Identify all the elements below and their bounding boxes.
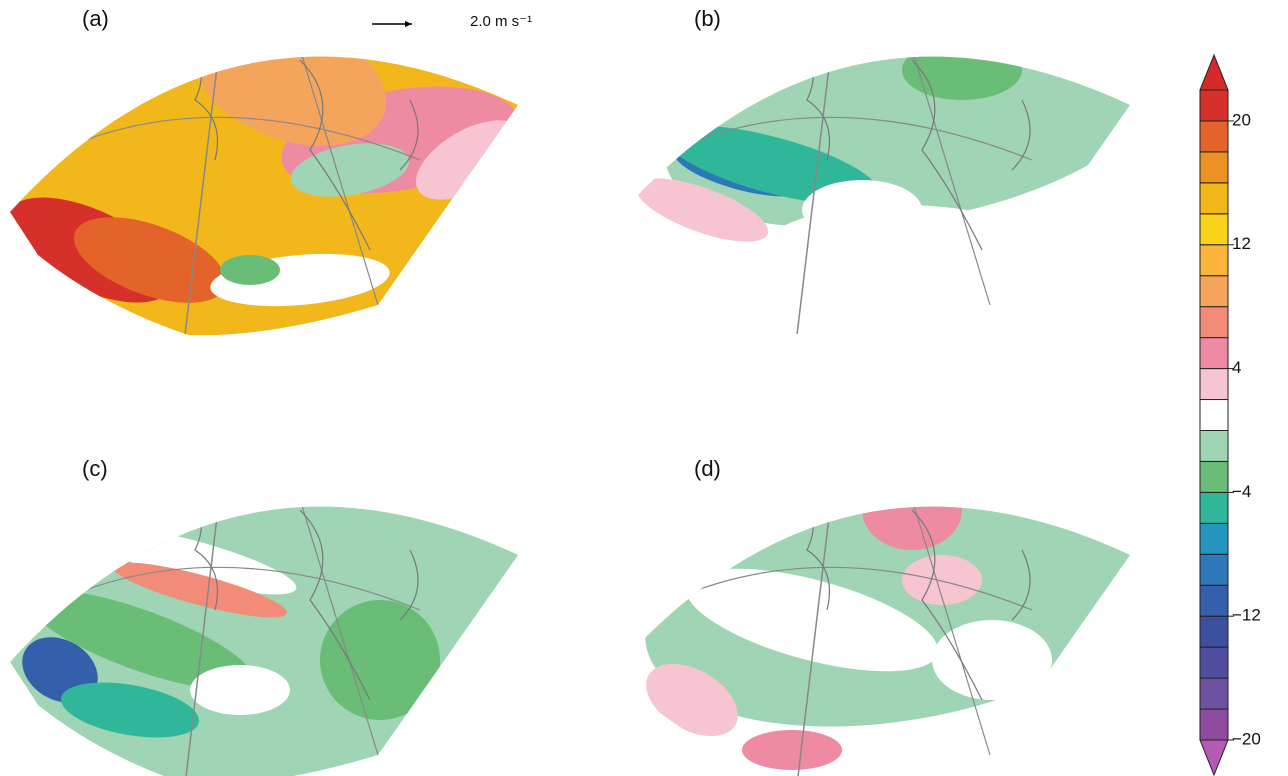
colorbar-extend-high xyxy=(1200,55,1228,90)
colorbar-tick-label: 12 xyxy=(1232,234,1251,253)
colorbar-segment xyxy=(1200,523,1228,554)
map-panel: (b) xyxy=(622,0,1176,335)
colorbar-segment xyxy=(1200,245,1228,276)
colorbar-tick-label: 4 xyxy=(1232,358,1241,377)
colorbar-tick-label: 20 xyxy=(1232,110,1251,129)
colorbar-segment xyxy=(1200,647,1228,678)
panel-label: (a) xyxy=(82,6,109,31)
map-field xyxy=(622,437,1179,776)
colorbar-segment xyxy=(1200,430,1228,461)
colorbar-segment xyxy=(1200,90,1228,121)
colorbar-segment xyxy=(1200,152,1228,183)
map-panels: (a) (b) (c) (d) xyxy=(0,0,1179,776)
colorbar-tick-label: −4 xyxy=(1232,482,1251,501)
reference-vector: 2.0 m s⁻¹ xyxy=(372,13,532,30)
colorbar-segment xyxy=(1200,307,1228,338)
map-panel: (d) xyxy=(622,437,1179,776)
colorbar-segment xyxy=(1200,585,1228,616)
colorbar-segment xyxy=(1200,554,1228,585)
figure: (a) (b) (c) (d) 2.0 m s⁻¹ −20 −12 −4 4 12 20 xyxy=(0,0,1288,776)
colorbar-segment xyxy=(1200,616,1228,647)
reference-arrow-head xyxy=(405,21,412,27)
colorbar-segment xyxy=(1200,400,1228,431)
colorbar-segment xyxy=(1200,121,1228,152)
map-panel: (a) xyxy=(0,0,537,335)
colorbar-segment xyxy=(1200,492,1228,523)
field-region xyxy=(802,180,922,240)
colorbar-extend-low xyxy=(1200,740,1228,775)
map-field xyxy=(0,450,550,776)
reference-label: 2.0 m s⁻¹ xyxy=(470,13,532,30)
colorbar: −20 −12 −4 4 12 20 xyxy=(1200,55,1261,775)
colorbar-tick-label: −20 xyxy=(1232,729,1261,748)
colorbar-segment xyxy=(1200,709,1228,740)
colorbar-segment xyxy=(1200,276,1228,307)
panel-label: (b) xyxy=(694,6,721,31)
colorbar-segment xyxy=(1200,678,1228,709)
map-panel: (c) xyxy=(0,450,550,776)
panel-label: (c) xyxy=(82,456,108,481)
field-region xyxy=(190,665,290,715)
colorbar-segment xyxy=(1200,338,1228,369)
map-field xyxy=(622,0,1176,335)
colorbar-segment xyxy=(1200,369,1228,400)
map-field xyxy=(0,0,537,335)
panel-label: (d) xyxy=(694,456,721,481)
field-region xyxy=(742,730,842,770)
field-region xyxy=(220,255,280,285)
colorbar-segment xyxy=(1200,461,1228,492)
colorbar-segment xyxy=(1200,183,1228,214)
field-region xyxy=(902,40,1022,100)
field-region xyxy=(932,620,1052,700)
colorbar-segment xyxy=(1200,214,1228,245)
colorbar-tick-label: −12 xyxy=(1232,606,1261,625)
